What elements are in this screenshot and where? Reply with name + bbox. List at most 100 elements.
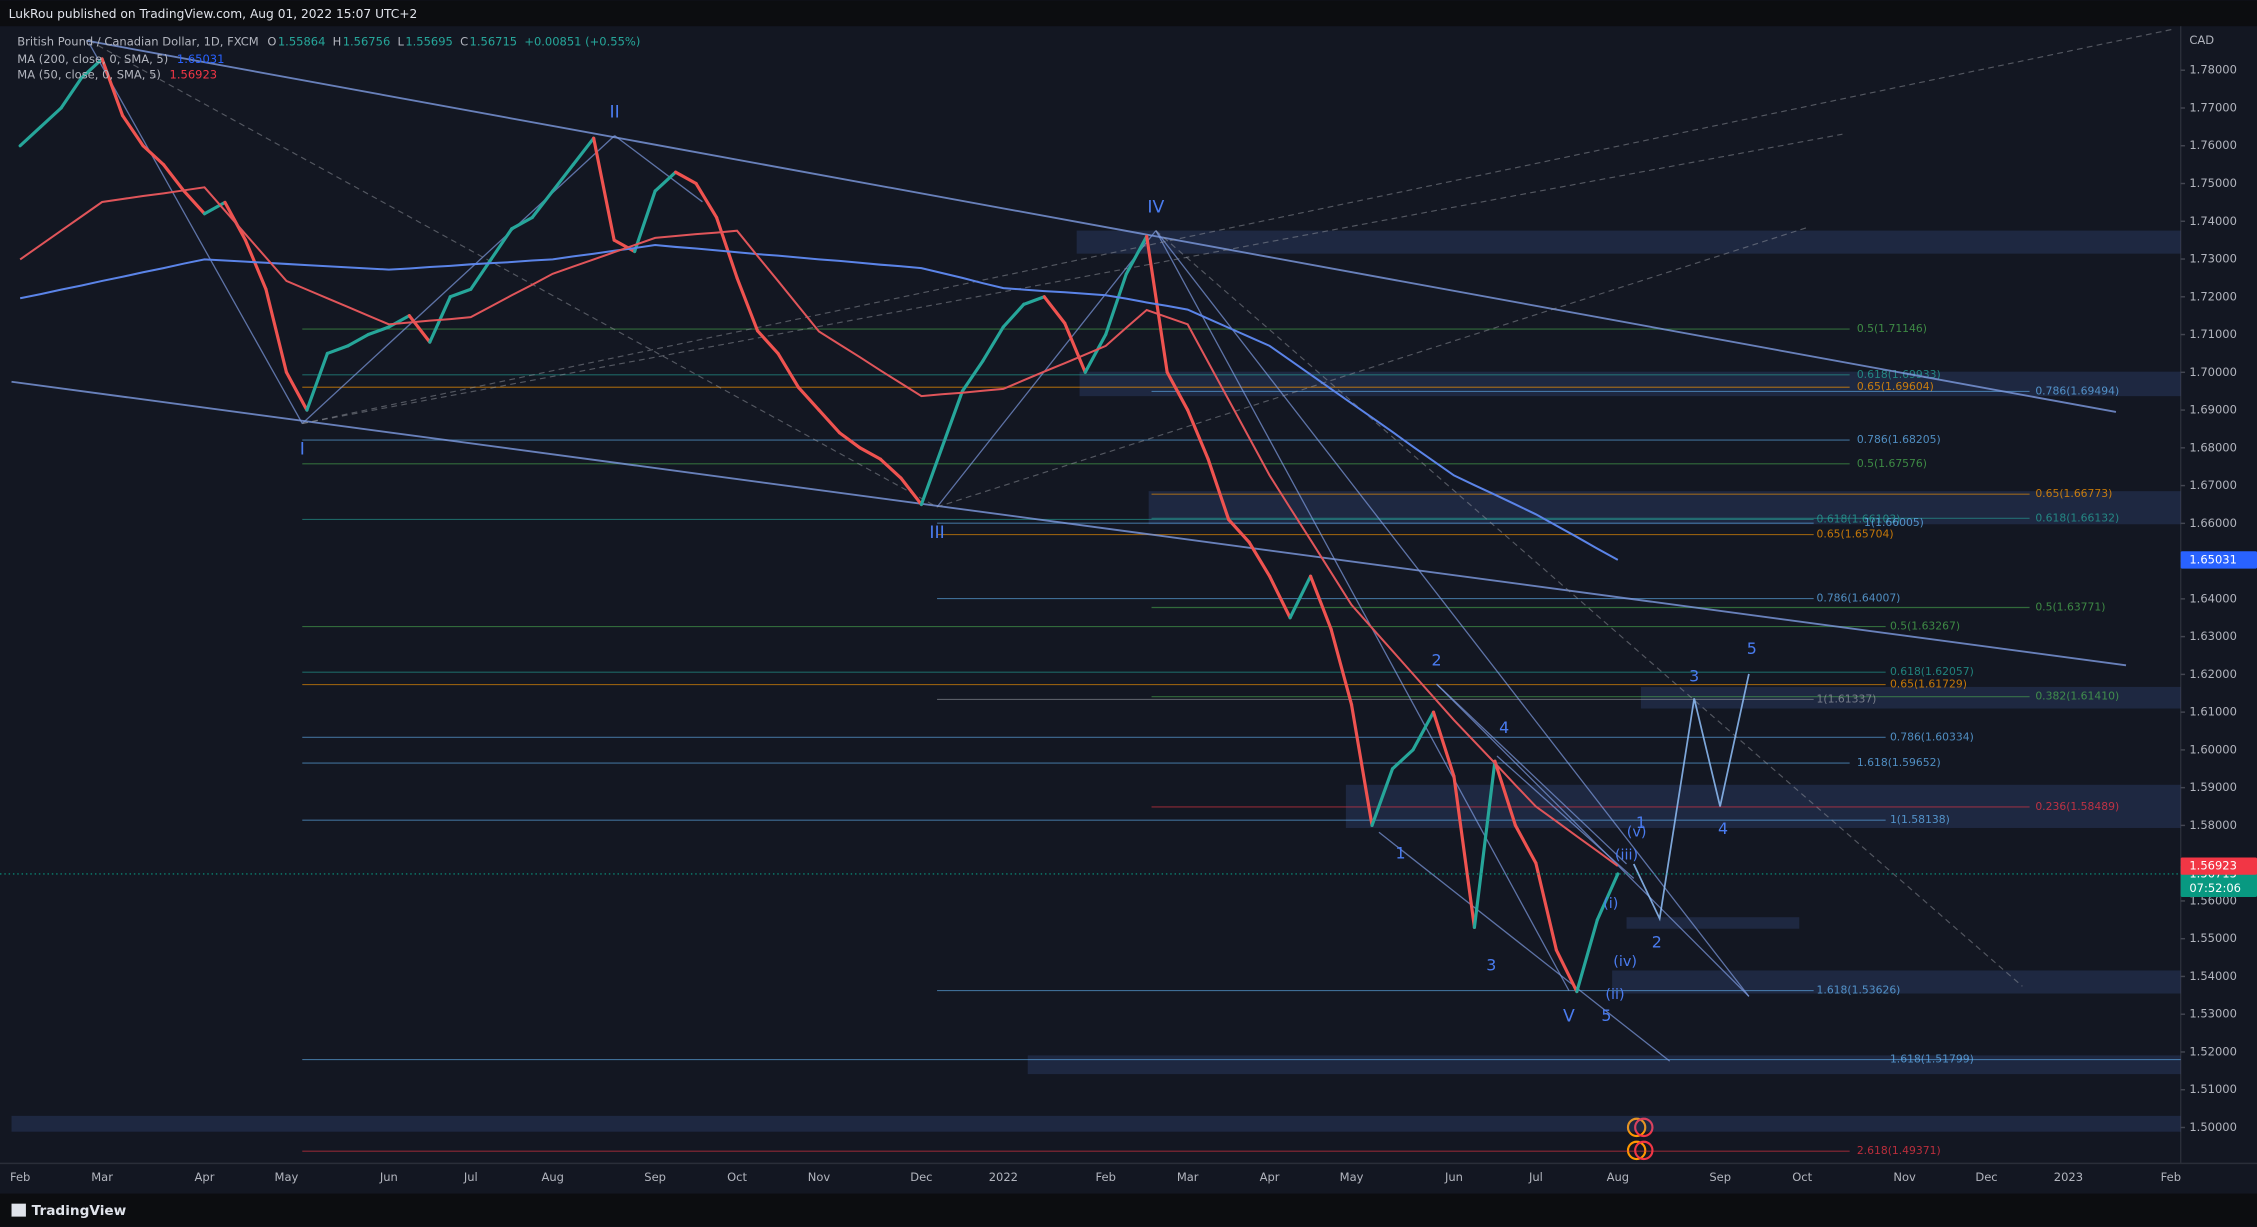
x-tick-label: 2022 [989, 1170, 1018, 1184]
price-segment [18, 125, 43, 148]
y-tick-label: 1.74000 [2189, 214, 2237, 228]
brand-logo: TradingView [11, 1203, 127, 1219]
price-segment [776, 351, 801, 389]
fib-label: 1(1.66005) [1864, 516, 1924, 529]
y-tick-label: 1.78000 [2189, 63, 2237, 77]
fib-label: 0.65(1.66773) [2035, 487, 2112, 500]
fib-label: 0.618(1.69933) [1857, 368, 1941, 381]
price-segment [796, 385, 821, 412]
y-tick-label: 1.54000 [2189, 969, 2237, 983]
footer-bar [0, 1193, 2257, 1227]
x-tick-label: 2023 [2054, 1170, 2083, 1184]
x-tick-label: Oct [727, 1170, 747, 1184]
wave-line [301, 135, 616, 424]
wave-line [936, 230, 1157, 508]
y-tick-label: 1.53000 [2189, 1007, 2237, 1021]
y-tick-label: 1.69000 [2189, 403, 2237, 417]
y-tick-label: 1.55000 [2189, 931, 2237, 945]
price-segment [919, 446, 944, 507]
logo-mark [11, 1203, 26, 1217]
legend-ohlc-letter: L [397, 35, 404, 49]
event-icon [1626, 1140, 1647, 1161]
zone [1640, 686, 2181, 709]
price-segment [1247, 540, 1272, 578]
price-segment [448, 287, 473, 299]
price-segment [899, 476, 923, 507]
y-tick-label: 1.66000 [2189, 516, 2237, 530]
wave-line [1436, 683, 1627, 865]
fib-label: 2.618(1.49371) [1857, 1144, 1941, 1157]
y-tick-label: 1.62000 [2189, 667, 2237, 681]
y-tick-label: 1.59000 [2189, 780, 2237, 794]
price-segment [100, 57, 125, 118]
fib-label: 0.786(1.68205) [1857, 433, 1941, 446]
x-tick-label: Aug [1607, 1170, 1629, 1184]
price-segment [1022, 295, 1046, 306]
zone [1612, 970, 2181, 994]
price-segment [243, 238, 268, 291]
price-segment [1063, 321, 1087, 374]
price-segment [817, 408, 842, 435]
fib-label: 1.618(1.51799) [1890, 1053, 1974, 1066]
wave-label: II [610, 103, 620, 123]
price-segment [161, 163, 186, 193]
price-segment [141, 144, 166, 167]
legend-low: 1.55695 [405, 35, 453, 49]
legend-ma-name: MA (50, close, 0, SMA, 5) [17, 68, 161, 82]
price-segment [755, 329, 780, 356]
wave-label: 4 [1499, 718, 1509, 737]
x-tick-label: Sep [1709, 1170, 1731, 1184]
publisher-line: LukRou published on TradingView.com, Aug… [9, 7, 418, 21]
legend-change: +0.00851 (+0.55%) [524, 35, 640, 49]
price-segment [1186, 408, 1210, 461]
fib-label: 0.786(1.60334) [1890, 730, 1974, 743]
price-segment [1001, 302, 1026, 329]
wave-label: (v) [1627, 824, 1647, 840]
price-segment [530, 189, 555, 220]
price-segment [80, 57, 104, 80]
price-segment [1268, 574, 1292, 620]
price-segment [120, 113, 145, 148]
fib-label: 0.65(1.65704) [1817, 528, 1894, 541]
x-tick-label: Jun [1444, 1170, 1463, 1184]
legend-ohlc-letter: O [267, 35, 276, 49]
fib-label: 0.65(1.61729) [1890, 678, 1967, 691]
price-segment [653, 170, 678, 193]
y-tick-label: 1.71000 [2189, 327, 2237, 341]
wave-label: 2 [1431, 651, 1441, 670]
x-tick-label: Apr [195, 1170, 215, 1184]
legend-ohlc-letter: H [333, 35, 342, 49]
price-segment [1452, 774, 1477, 929]
x-tick-label: Oct [1792, 1170, 1812, 1184]
x-tick-label: Jul [1528, 1170, 1543, 1184]
fib-label: 0.786(1.69494) [2035, 384, 2119, 397]
y-tick-label: 1.73000 [2189, 252, 2237, 266]
price-segment [1124, 234, 1149, 276]
price-segment [387, 314, 411, 329]
wave-label: (ii) [1605, 987, 1624, 1003]
wave-label: 2 [1652, 933, 1662, 952]
zone [1027, 1055, 2181, 1075]
price-segment [1370, 767, 1395, 827]
wave-label: 3 [1689, 666, 1699, 685]
price-segment [858, 446, 883, 461]
legend-close: 1.56715 [470, 35, 518, 49]
price-segment [264, 287, 289, 374]
price-segment [489, 227, 514, 261]
wave-label: III [929, 523, 944, 543]
dashed-line [302, 28, 2174, 425]
wave-line [1378, 831, 1671, 1062]
y-tick-label: 1.72000 [2189, 289, 2237, 303]
price-segment [1349, 703, 1374, 827]
legend-ma-name: MA (200, close, 0, SMA, 5) [17, 52, 168, 66]
fib-label: 1.618(1.53626) [1817, 984, 1901, 997]
legend-symbol: British Pound / Canadian Dollar, 1D, FXC… [17, 35, 258, 49]
zone [1076, 230, 2181, 254]
zone [1626, 917, 1800, 929]
price-segment [1411, 710, 1436, 752]
price-segment [1431, 710, 1456, 778]
price-segment [571, 136, 596, 167]
price-segment [612, 238, 637, 254]
price-badge-label: 1.56923 [2189, 859, 2237, 873]
